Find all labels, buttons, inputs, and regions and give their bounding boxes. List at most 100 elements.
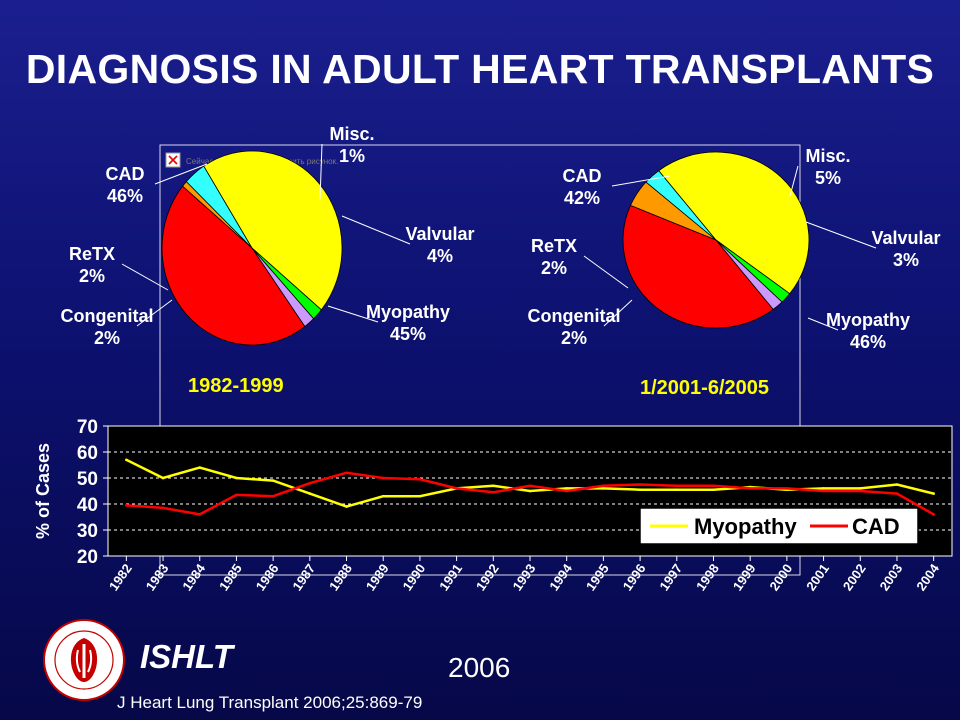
- broken-image-x-mark: [168, 155, 178, 165]
- y-tick-label: 30: [77, 521, 98, 542]
- point-myopathy: [492, 484, 495, 488]
- point-myopathy: [602, 487, 605, 490]
- point-cad: [712, 484, 715, 488]
- pie-value-valvular: 4%: [427, 246, 453, 266]
- y-tick-label: 60: [77, 443, 98, 464]
- leader-line-misc: [319, 143, 323, 201]
- point-myopathy: [895, 483, 899, 486]
- point-cad: [271, 494, 275, 498]
- point-myopathy: [271, 479, 275, 482]
- leader-line-myopathy: [327, 305, 379, 323]
- point-cad: [748, 487, 752, 490]
- legend-label-myopathy: Myopathy: [694, 514, 797, 539]
- slide-year: 2006: [448, 652, 511, 683]
- point-cad: [895, 492, 899, 495]
- point-myopathy: [932, 492, 935, 495]
- pie-slice-myopathy: [203, 150, 343, 311]
- x-tick-label: 1984: [179, 560, 208, 593]
- point-myopathy: [345, 505, 348, 508]
- point-cad: [932, 513, 935, 516]
- pie-label-myopathy: Myopathy: [826, 310, 910, 330]
- pie-value-misc: 1%: [339, 146, 365, 166]
- pie-value-myopathy: 46%: [850, 332, 886, 352]
- leader-line-myopathy: [807, 317, 839, 331]
- pie-slice-retx: [251, 247, 315, 328]
- pie-slice-cad: [622, 204, 774, 329]
- pie-label-retx: ReTX: [69, 244, 115, 264]
- x-tick-label: 2003: [877, 561, 906, 593]
- x-tick-label: 1982: [106, 561, 135, 593]
- point-myopathy: [418, 494, 422, 498]
- point-cad: [675, 484, 679, 488]
- point-cad: [345, 471, 348, 475]
- pie-slice-retx: [715, 239, 783, 310]
- x-tick-label: 1990: [399, 561, 428, 593]
- point-cad: [785, 487, 789, 490]
- leader-line-cad: [611, 175, 671, 187]
- leader-line-valvular: [341, 215, 411, 245]
- x-tick-label: 1988: [326, 561, 355, 593]
- pie-label-cad: CAD: [563, 166, 602, 186]
- point-myopathy: [125, 458, 128, 462]
- x-tick-label: 1997: [656, 561, 685, 593]
- point-cad: [492, 491, 495, 494]
- x-tick-label: 1999: [730, 561, 759, 593]
- ishlt-logo: [43, 619, 125, 701]
- x-tick-label: 2001: [803, 561, 832, 593]
- pie-label-myopathy: Myopathy: [366, 302, 450, 322]
- leader-line-congenital: [136, 299, 173, 327]
- pie-label-congenital: Congenital: [528, 306, 621, 326]
- leader-line-cad: [154, 163, 208, 185]
- pie-title: 1982-1999: [188, 375, 284, 397]
- leader-line-valvular: [805, 221, 877, 249]
- x-tick-label: 1996: [620, 561, 649, 593]
- x-tick-label: 2004: [913, 560, 942, 593]
- pie-value-valvular: 3%: [893, 250, 919, 270]
- pie-value-congenital: 2%: [561, 328, 587, 348]
- x-tick-label: 1983: [143, 561, 172, 593]
- x-tick-label: 1995: [583, 561, 612, 593]
- pie-panel-frame: [159, 144, 801, 576]
- pie-label-misc: Misc.: [805, 146, 850, 166]
- point-cad: [858, 489, 862, 493]
- pie-value-congenital: 2%: [94, 328, 120, 348]
- slide-title: DIAGNOSIS IN ADULT HEART TRANSPLANTS: [25, 46, 935, 92]
- pie-value-retx: 2%: [541, 258, 567, 278]
- pie-value-misc: 5%: [815, 168, 841, 188]
- pie-label-misc: Misc.: [329, 124, 374, 144]
- point-myopathy: [822, 487, 825, 490]
- line-chart-trend: 20 30 40 50 60 70 % of Cases 1982 1983 1984 1985 19…: [33, 417, 953, 593]
- y-axis-label: % of Cases: [33, 443, 53, 539]
- leader-line-congenital: [603, 299, 633, 327]
- pie-slice-myopathy: [658, 151, 810, 295]
- point-cad: [381, 476, 385, 480]
- x-tick-label: 1991: [436, 561, 465, 593]
- x-tick-label: 2002: [840, 561, 869, 593]
- legend-label-cad: CAD: [852, 514, 900, 539]
- pie-slice-cad: [161, 185, 306, 346]
- point-myopathy: [381, 494, 385, 498]
- point-cad: [235, 493, 238, 497]
- pie-label-retx: ReTX: [531, 236, 577, 256]
- y-tick-label: 50: [77, 469, 98, 490]
- point-myopathy: [638, 488, 642, 492]
- x-tick-label: 1994: [546, 560, 575, 593]
- point-cad: [565, 489, 568, 493]
- leader-line-retx: [121, 263, 169, 291]
- point-myopathy: [858, 487, 862, 490]
- x-tick-label: 1986: [253, 561, 282, 593]
- point-cad: [822, 489, 825, 493]
- org-name: ISHLT: [140, 638, 233, 675]
- pie-label-valvular: Valvular: [405, 224, 474, 244]
- point-cad: [418, 478, 422, 481]
- point-cad: [161, 506, 165, 510]
- point-myopathy: [308, 492, 312, 495]
- point-myopathy: [528, 489, 532, 493]
- legend: Myopathy CAD: [639, 507, 919, 545]
- pie-label-valvular: Valvular: [871, 228, 940, 248]
- pie-label-cad: CAD: [106, 164, 145, 184]
- x-tick-label: 1987: [289, 561, 318, 593]
